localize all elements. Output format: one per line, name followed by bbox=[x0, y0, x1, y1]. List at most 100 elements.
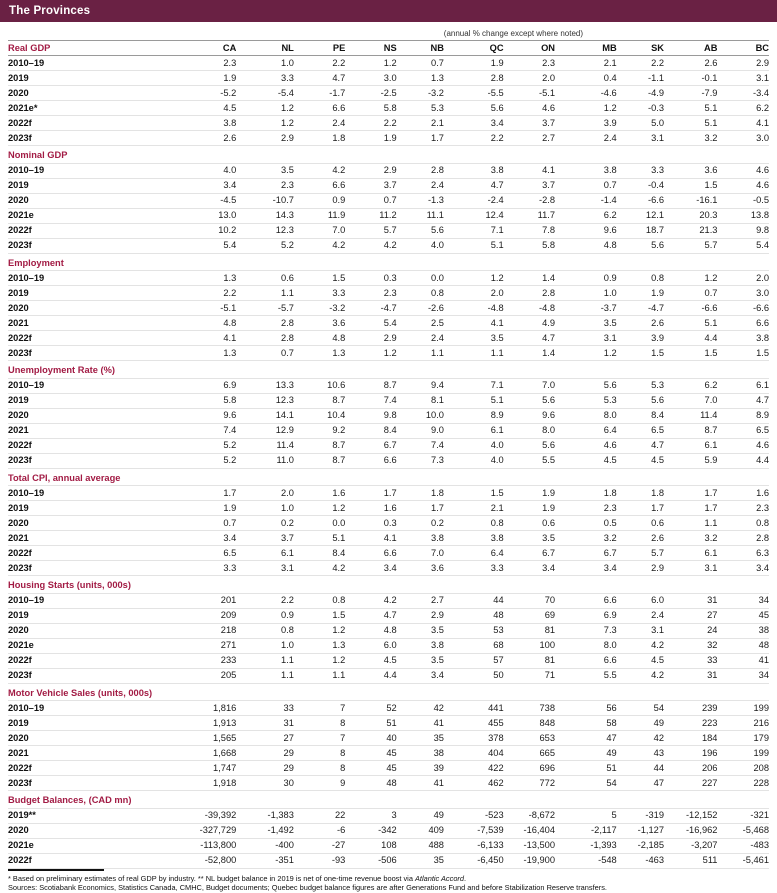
empty-cell bbox=[555, 468, 617, 486]
value-cell: 3.0 bbox=[345, 70, 397, 86]
value-cell: -3.2 bbox=[396, 85, 444, 101]
value-cell: 4.7 bbox=[293, 70, 346, 86]
value-cell: 1.1 bbox=[443, 345, 504, 361]
value-cell: 1.6 bbox=[293, 485, 346, 501]
value-cell: 179 bbox=[717, 730, 769, 746]
row-label: 2010–19 bbox=[8, 593, 159, 609]
value-cell: 1.7 bbox=[664, 500, 718, 516]
empty-cell bbox=[293, 575, 346, 594]
empty-cell bbox=[443, 253, 504, 271]
value-cell: 24 bbox=[664, 623, 718, 639]
table-row: 2023f 5.2 11.0 8.7 6.6 7.3 4.0 5.5 4.5 4.5 5.9 4.4 bbox=[8, 453, 769, 469]
value-cell: 2.5 bbox=[396, 315, 444, 331]
value-cell: 7.0 bbox=[503, 378, 556, 394]
value-cell: -7.9 bbox=[664, 85, 718, 101]
value-cell: 2.9 bbox=[396, 608, 444, 624]
row-label: 2010–19 bbox=[8, 163, 159, 179]
value-cell: 1.5 bbox=[293, 608, 346, 624]
value-cell: 1.2 bbox=[443, 270, 504, 286]
value-cell: -4.7 bbox=[616, 300, 665, 316]
value-cell: 2.9 bbox=[717, 55, 769, 71]
value-cell: 20.3 bbox=[664, 208, 718, 224]
row-label: 2021 bbox=[8, 315, 159, 331]
value-cell: 2.4 bbox=[555, 130, 617, 146]
value-cell: 3.1 bbox=[616, 623, 665, 639]
value-cell: 8.4 bbox=[345, 423, 397, 439]
value-cell: 2.6 bbox=[664, 55, 718, 71]
empty-cell bbox=[158, 145, 237, 164]
value-cell: 1,668 bbox=[158, 745, 237, 761]
value-cell: 8 bbox=[293, 745, 346, 761]
value-cell: 0.8 bbox=[717, 515, 769, 531]
value-cell: -1,383 bbox=[236, 808, 294, 824]
value-cell: -5.7 bbox=[236, 300, 294, 316]
value-cell: 6.2 bbox=[664, 378, 718, 394]
value-cell: 6.4 bbox=[443, 545, 504, 561]
value-cell: 39 bbox=[396, 760, 444, 776]
value-cell: 223 bbox=[664, 715, 718, 731]
table-row: 2021 3.4 3.7 5.1 4.1 3.8 3.8 3.5 3.2 2.6 3.2 2.8 bbox=[8, 530, 769, 546]
value-cell: 8.0 bbox=[503, 423, 556, 439]
value-cell: 3.5 bbox=[443, 330, 504, 346]
value-cell: 216 bbox=[717, 715, 769, 731]
value-cell: 6.7 bbox=[503, 545, 556, 561]
row-label: 2023f bbox=[8, 345, 159, 361]
empty-cell bbox=[443, 575, 504, 594]
value-cell: 5.4 bbox=[717, 238, 769, 254]
value-cell: 7.4 bbox=[158, 423, 237, 439]
value-cell: 6.2 bbox=[717, 100, 769, 116]
value-cell: 1.5 bbox=[616, 345, 665, 361]
value-cell: 1.7 bbox=[616, 500, 665, 516]
value-cell: 271 bbox=[158, 638, 237, 654]
section-header-row: Unemployment Rate (%) bbox=[8, 360, 769, 379]
value-cell: 11.9 bbox=[293, 208, 346, 224]
value-cell: 441 bbox=[443, 700, 504, 716]
value-cell: 35 bbox=[396, 853, 444, 869]
value-cell: 1.0 bbox=[236, 638, 294, 654]
value-cell: 3.3 bbox=[158, 560, 237, 576]
value-cell: 10.2 bbox=[158, 223, 237, 239]
value-cell: 2.3 bbox=[555, 500, 617, 516]
empty-cell bbox=[345, 360, 397, 379]
value-cell: 5.8 bbox=[345, 100, 397, 116]
table-row: 2019 1.9 3.3 4.7 3.0 1.3 2.8 2.0 0.4 -1.1 -0.1 3.1 bbox=[8, 70, 769, 86]
value-cell: 2.0 bbox=[443, 285, 504, 301]
value-cell: 1.7 bbox=[396, 130, 444, 146]
value-cell: 4.7 bbox=[443, 178, 504, 194]
value-cell: 1.8 bbox=[616, 485, 665, 501]
row-label: 2023f bbox=[8, 130, 159, 146]
value-cell: -1,393 bbox=[555, 838, 617, 854]
value-cell: -506 bbox=[345, 853, 397, 869]
value-cell: -39,392 bbox=[158, 808, 237, 824]
empty-cell bbox=[555, 790, 617, 809]
column-header: PE bbox=[293, 40, 346, 56]
value-cell: -342 bbox=[345, 823, 397, 839]
value-cell: 100 bbox=[503, 638, 556, 654]
value-cell: 34 bbox=[717, 593, 769, 609]
section-header: Total CPI, annual average bbox=[8, 468, 159, 486]
empty-cell bbox=[236, 790, 294, 809]
value-cell: 1.4 bbox=[503, 270, 556, 286]
value-cell: 4.0 bbox=[396, 238, 444, 254]
row-label: 2020 bbox=[8, 85, 159, 101]
section-header: Nominal GDP bbox=[8, 145, 159, 164]
value-cell: 488 bbox=[396, 838, 444, 854]
value-cell: 51 bbox=[555, 760, 617, 776]
value-cell: 7 bbox=[293, 700, 346, 716]
value-cell: 5.6 bbox=[503, 393, 556, 409]
value-cell: 4.0 bbox=[443, 438, 504, 454]
table-row: 2010–19 1,816 33 7 52 42 441 738 56 54 239 199 bbox=[8, 700, 769, 716]
value-cell: 5.1 bbox=[443, 238, 504, 254]
value-cell: 4.5 bbox=[616, 453, 665, 469]
value-cell: -7,539 bbox=[443, 823, 504, 839]
column-header-row: Real GDP CA NL PE NS NB QC ON MB SK AB BC bbox=[8, 40, 769, 56]
value-cell: 0.7 bbox=[555, 178, 617, 194]
empty-cell bbox=[396, 790, 444, 809]
value-cell: 22 bbox=[293, 808, 346, 824]
value-cell: 2.8 bbox=[443, 70, 504, 86]
value-cell: 6.1 bbox=[664, 438, 718, 454]
empty-cell bbox=[293, 790, 346, 809]
value-cell: 1.5 bbox=[664, 178, 718, 194]
value-cell: -1.4 bbox=[555, 193, 617, 209]
value-cell: 8 bbox=[293, 760, 346, 776]
